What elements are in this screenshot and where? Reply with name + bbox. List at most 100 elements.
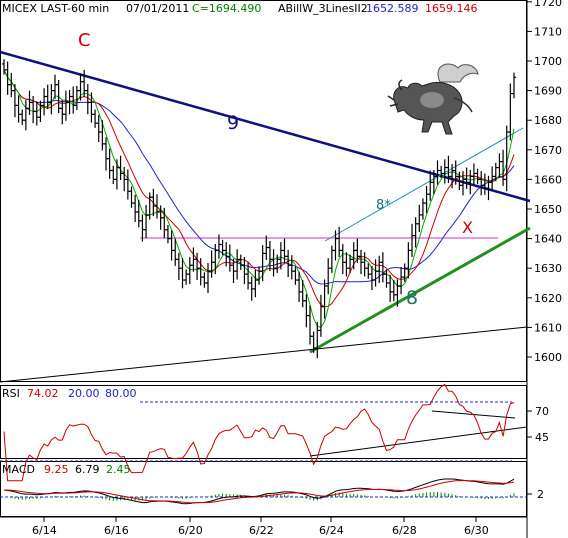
- flying-bull-icon: [387, 63, 479, 135]
- price-panel-frame: [0, 0, 527, 382]
- price-bar: [27, 90, 32, 115]
- rsi-tick-70: 70: [535, 405, 549, 418]
- panel-frames: [0, 0, 528, 538]
- price-bars: [2, 59, 516, 359]
- time-tick-label: 6/20: [178, 524, 203, 537]
- channel-label: 8*: [376, 198, 391, 213]
- price-bar: [100, 120, 105, 151]
- symbol-label: MICEX LAST-60 min: [2, 2, 109, 15]
- price-bar: [144, 204, 149, 239]
- price-bar: [326, 258, 331, 295]
- price-bar: [184, 269, 189, 285]
- price-bar: [93, 109, 98, 128]
- indicator-label: ABillW_3LinesII2: [278, 2, 368, 15]
- price-bar: [191, 247, 196, 272]
- price-bar: [5, 61, 10, 95]
- date-label: 07/01/2011: [126, 2, 189, 15]
- price-bar: [479, 171, 484, 196]
- price-bar: [406, 242, 411, 279]
- price-bar: [373, 259, 378, 287]
- rsi-label: RSI: [2, 387, 20, 400]
- price-bar: [129, 186, 134, 208]
- x-label: X: [462, 218, 473, 237]
- price-bar: [271, 249, 276, 277]
- price-bar: [315, 322, 320, 359]
- trendline-9-label: 9: [227, 112, 239, 134]
- wave-c-label: C: [78, 30, 91, 51]
- time-tick-label: 6/28: [392, 524, 417, 537]
- price-bar: [63, 90, 68, 121]
- price-bar: [289, 255, 294, 280]
- rsi-tick-45: 45: [535, 431, 549, 444]
- price-bar: [169, 230, 174, 261]
- price-bar: [264, 235, 269, 260]
- price-bar: [413, 217, 418, 248]
- time-tick-label: 6/14: [32, 524, 57, 537]
- price-tick-label: 1650: [534, 203, 562, 216]
- price-bar: [486, 175, 491, 201]
- channel-line: [324, 127, 524, 242]
- macd-panel: MACD 9.25 6.79 2.45 2: [0, 463, 544, 505]
- price-bar: [78, 73, 83, 101]
- price-tick-label: 1720: [534, 0, 562, 9]
- price-bar: [351, 242, 356, 270]
- price-bar: [435, 160, 440, 185]
- rsi-line: [3, 383, 515, 482]
- rsi-lower: 20.00: [68, 387, 100, 400]
- price-bar: [318, 294, 323, 337]
- price-bar: [122, 166, 127, 192]
- macd-label: MACD: [2, 463, 35, 476]
- price-tick-label: 1690: [534, 85, 562, 98]
- rsi-panel: RSI 74.02 20.00 80.00 70 45: [0, 383, 549, 482]
- trendline-8-label: 8: [406, 287, 418, 309]
- price-bar: [329, 245, 334, 273]
- price-bar: [362, 252, 367, 277]
- time-tick-label: 6/24: [319, 524, 344, 537]
- price-bar: [165, 224, 170, 244]
- price-bar: [293, 266, 298, 285]
- time-tick-label: 6/22: [249, 524, 274, 537]
- price-tick-label: 1680: [534, 114, 562, 127]
- price-bar: [468, 169, 473, 195]
- price-bar: [206, 262, 210, 294]
- price-bar: [151, 188, 156, 217]
- price-bar: [359, 249, 363, 275]
- price-tick-label: 1600: [534, 351, 562, 364]
- price-bar: [187, 256, 192, 285]
- price-tick-label: 1670: [534, 144, 562, 157]
- price-bar: [366, 263, 371, 279]
- indicator-value-2: 1659.146: [425, 2, 478, 15]
- price-tick-label: 1630: [534, 262, 562, 275]
- price-bar: [417, 204, 422, 233]
- price-tick-label: 1710: [534, 25, 562, 38]
- price-bar: [111, 165, 116, 185]
- price-bar: [377, 255, 382, 283]
- price-bar: [497, 153, 502, 178]
- price-bar: [253, 269, 258, 298]
- price-bar: [38, 100, 43, 122]
- price-bar: [140, 214, 145, 242]
- price-bar: [53, 74, 57, 99]
- price-bar: [322, 279, 327, 319]
- price-bar: [16, 95, 21, 123]
- macd-hist-value: 2.45: [106, 463, 131, 476]
- rsi-upper: 80.00: [105, 387, 137, 400]
- indicator-value-1: 1652.589: [366, 2, 419, 15]
- price-tick-label: 1660: [534, 173, 562, 186]
- macd-signal-value: 6.79: [75, 463, 100, 476]
- price-bar: [176, 252, 181, 281]
- long-support-line: [0, 326, 528, 383]
- price-bar: [104, 137, 108, 171]
- price-bar: [34, 101, 39, 126]
- price-bar: [249, 276, 254, 301]
- price-bar: [260, 245, 265, 282]
- price-bar: [96, 114, 101, 143]
- price-bar: [125, 169, 130, 200]
- price-tick-label: 1640: [534, 233, 562, 246]
- price-bar: [399, 267, 404, 295]
- time-axis: 6/14 6/16 6/20 6/22 6/24 6/28 6/30: [32, 517, 489, 537]
- rsi-trendline: [309, 426, 528, 457]
- price-bar: [235, 249, 240, 280]
- price-bar: [300, 280, 305, 308]
